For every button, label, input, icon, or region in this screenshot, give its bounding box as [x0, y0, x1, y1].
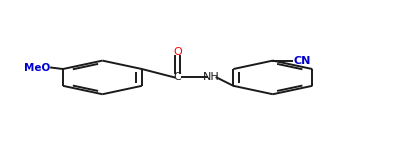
Text: O: O: [173, 47, 182, 57]
Text: MeO: MeO: [24, 63, 50, 73]
Text: CN: CN: [293, 56, 311, 66]
Text: NH: NH: [203, 72, 220, 82]
Text: C: C: [174, 72, 182, 82]
